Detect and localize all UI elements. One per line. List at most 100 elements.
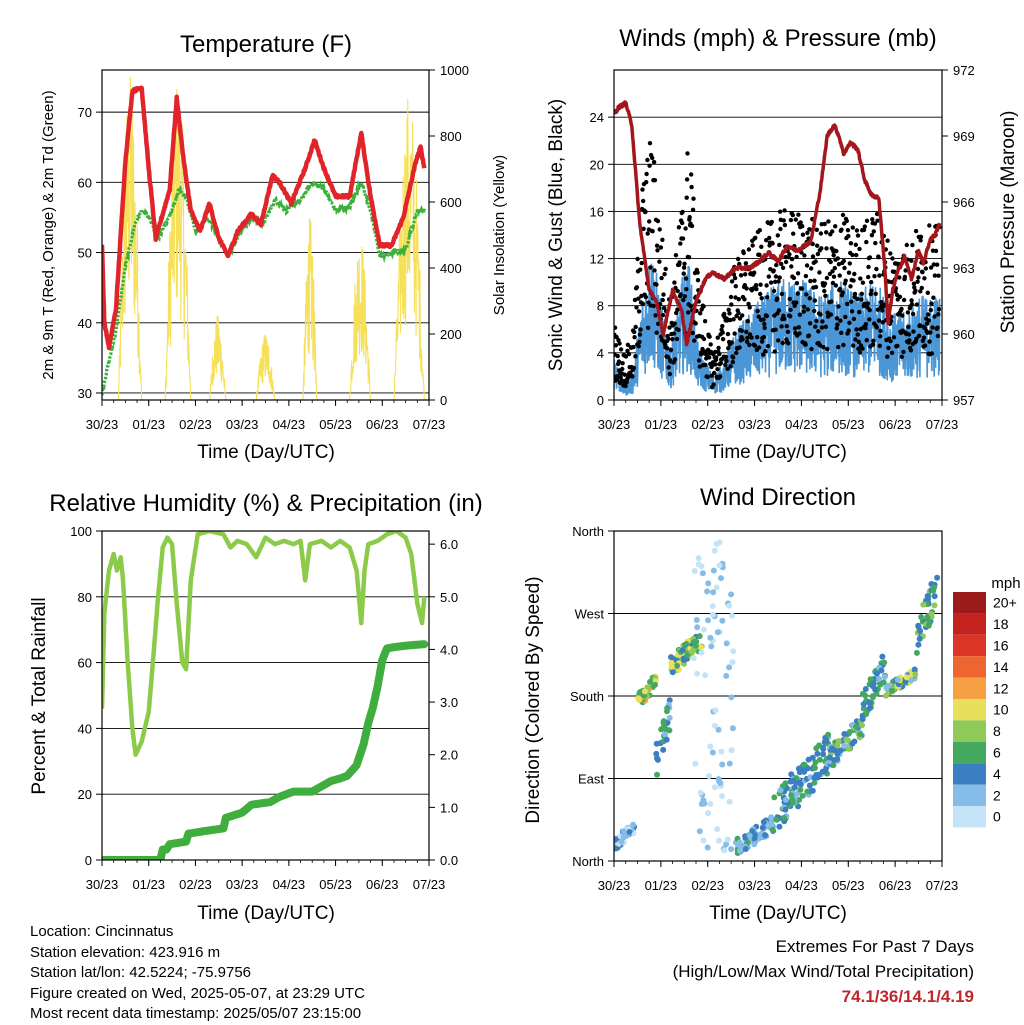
direction-point (712, 707, 719, 714)
gust-point (812, 298, 818, 303)
gust-point (758, 282, 763, 287)
gust-point (726, 307, 731, 312)
gust-point (890, 256, 895, 261)
gust-point (684, 177, 690, 182)
gust-point (686, 310, 691, 315)
y-tick-label: 20 (590, 157, 604, 172)
direction-point (796, 779, 803, 786)
gust-point (930, 325, 935, 330)
direction-point (811, 774, 818, 781)
y-tick-label: South (570, 689, 604, 704)
gust-point (925, 312, 931, 317)
gust-point (638, 267, 643, 272)
direction-point (812, 759, 819, 766)
gust-point (623, 354, 629, 359)
gust-point (799, 286, 804, 291)
gust-point (764, 238, 769, 243)
gust-point (851, 278, 856, 283)
x-tick-label: 04/23 (273, 417, 306, 432)
direction-point (903, 674, 910, 681)
gust-point (867, 255, 873, 260)
direction-point (729, 659, 736, 666)
gust-point (724, 358, 729, 364)
gust-point (815, 243, 820, 248)
y-right-tick-label: 2.0 (440, 748, 458, 763)
gust-point (764, 283, 769, 288)
direction-point (654, 771, 660, 778)
gust-point (925, 290, 930, 295)
gust-point (783, 259, 789, 265)
gust-point (830, 269, 835, 274)
colorbar-label: 10 (993, 702, 1009, 718)
direction-point (797, 786, 804, 793)
gust-point (813, 284, 819, 290)
direction-point (668, 663, 675, 670)
gust-point (637, 332, 643, 337)
winds-xlabel: Time (Day/UTC) (709, 442, 847, 463)
gust-point (928, 265, 934, 270)
gust-point (792, 326, 798, 331)
x-tick-label: 06/23 (879, 878, 912, 893)
gust-point (854, 228, 860, 233)
gust-point (714, 355, 719, 360)
direction-point (696, 828, 703, 835)
colorbar-label: 8 (993, 723, 1001, 739)
wind-direction-panel: Wind Direction 30/23 01/23 02/23 03/23 04/23… (523, 484, 1021, 924)
direction-point (841, 742, 848, 749)
gust-point (927, 223, 932, 228)
gust-point (730, 359, 735, 365)
gust-point (677, 260, 682, 265)
x-tick-label: 02/23 (691, 878, 724, 893)
gust-point (732, 275, 738, 281)
gust-point (641, 198, 646, 204)
gust-point (654, 330, 659, 335)
gust-point (680, 209, 685, 215)
y-tick-label: 4 (597, 346, 604, 361)
gust-point (886, 345, 891, 351)
gust-point (909, 302, 915, 307)
gust-point (654, 243, 660, 248)
y-tick-label: 12 (590, 252, 604, 267)
gust-point (776, 338, 781, 343)
direction-point (915, 622, 922, 629)
gust-point (782, 208, 787, 213)
gust-point (780, 340, 785, 346)
gust-point (866, 264, 871, 270)
gust-point (654, 282, 659, 287)
gust-point (857, 246, 862, 252)
direction-point (713, 584, 720, 591)
gust-point (916, 333, 922, 338)
gust-point (833, 224, 838, 229)
wind-direction-xlabel: Time (Day/UTC) (709, 903, 847, 924)
created-text: Figure created on Wed, 2025-05-07, at 23… (30, 984, 365, 1002)
gust-point (739, 328, 744, 333)
gust-point (813, 324, 818, 329)
gust-point (756, 314, 761, 319)
gust-point (658, 245, 664, 250)
gust-point (788, 217, 794, 223)
gust-point (803, 273, 809, 279)
gust-point (665, 354, 671, 360)
gust-point (743, 272, 748, 277)
gust-point (875, 307, 881, 312)
gust-point (874, 325, 879, 330)
gust-point (927, 339, 932, 344)
gust-point (831, 253, 836, 258)
gust-point (622, 372, 628, 377)
direction-point (816, 756, 823, 763)
direction-point (729, 725, 736, 732)
direction-point (885, 682, 892, 689)
y-right-tick-label: 3.0 (440, 695, 458, 710)
gust-point (690, 207, 696, 212)
direction-point (700, 626, 707, 633)
direction-point (773, 816, 780, 823)
direction-point (866, 705, 873, 712)
gust-point (663, 266, 668, 272)
gust-point (843, 278, 848, 283)
gust-point (633, 354, 638, 359)
gust-point (794, 281, 800, 286)
direction-point (862, 692, 869, 699)
x-tick-label: 01/23 (645, 417, 678, 432)
gust-point (780, 265, 786, 270)
direction-point (837, 747, 844, 754)
